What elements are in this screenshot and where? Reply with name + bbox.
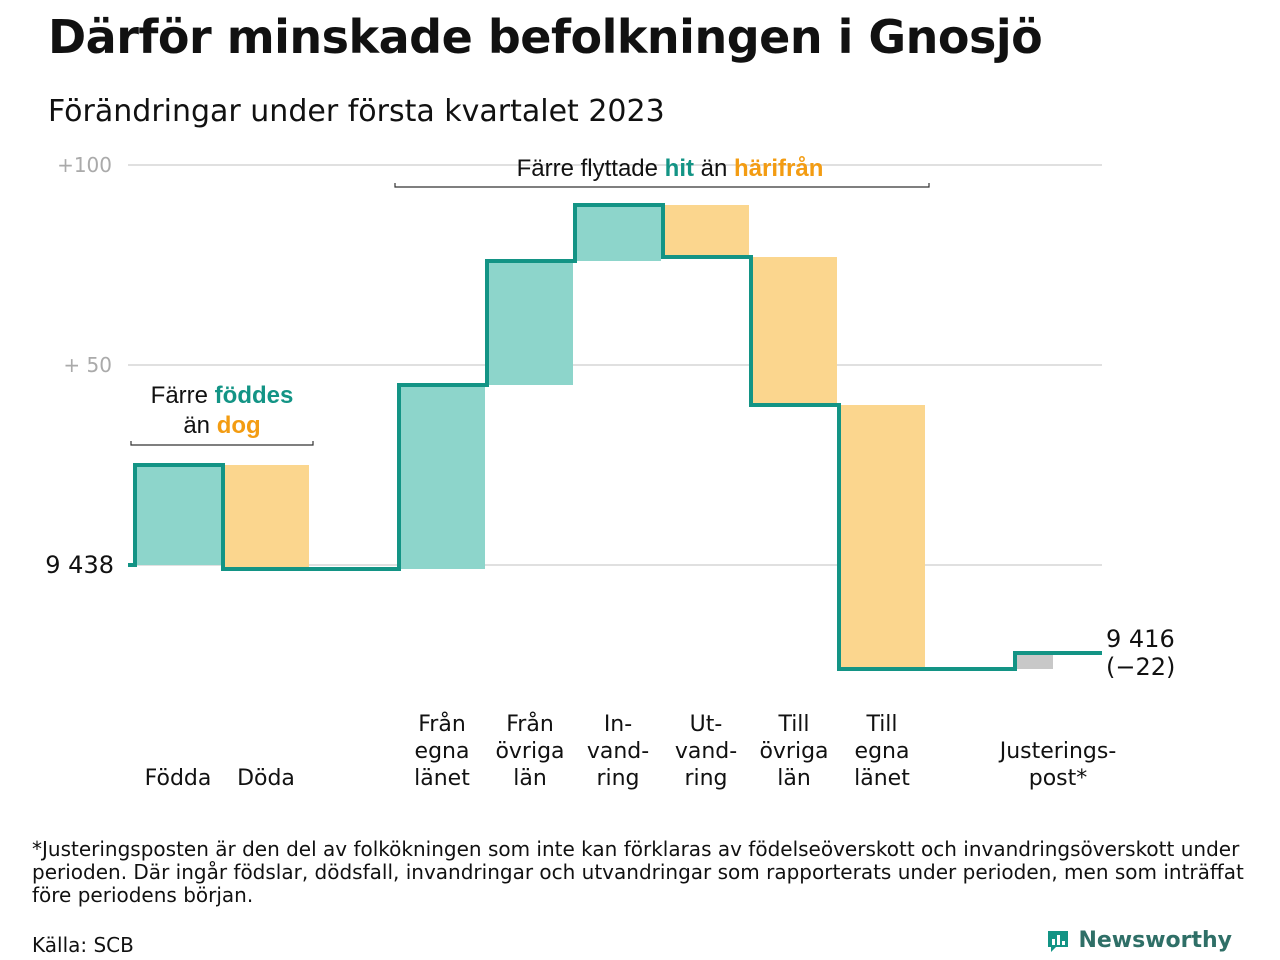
bar-invandring xyxy=(575,205,661,261)
bar-fran_ovriga xyxy=(487,261,573,385)
category-label: ring xyxy=(596,766,639,791)
category-label: Ut- xyxy=(690,712,723,737)
category-label: post* xyxy=(1029,766,1088,791)
category-label: Justerings- xyxy=(998,739,1117,764)
page-subtitle: Förändringar under första kvartalet 2023 xyxy=(48,94,665,129)
category-label: övriga xyxy=(759,739,828,764)
bars xyxy=(135,205,1053,669)
category-label: vand- xyxy=(675,739,737,764)
running-total-line xyxy=(128,203,1102,671)
bar-till_ovriga xyxy=(751,257,837,405)
category-label: länet xyxy=(414,766,470,791)
annotation-bracket xyxy=(394,183,930,188)
category-label: Till xyxy=(865,712,897,737)
category-label: egna xyxy=(415,739,470,764)
page-title: Därför minskade befolkningen i Gnosjö xyxy=(48,10,1043,64)
bar-justering xyxy=(1017,653,1053,669)
start-value-label: 9 438 xyxy=(45,551,114,579)
annotation-bracket xyxy=(130,441,314,446)
y-tick-label: +100 xyxy=(57,153,112,177)
category-label: vand- xyxy=(587,739,649,764)
bar-utvandring xyxy=(663,205,749,257)
footnote: *Justeringsposten är den del av folkökni… xyxy=(32,837,1244,907)
bar-doda xyxy=(223,465,309,569)
category-label: län xyxy=(513,766,547,791)
category-label: länet xyxy=(854,766,910,791)
category-label: övriga xyxy=(495,739,564,764)
category-label: Från xyxy=(506,711,554,737)
bar-fran_egna xyxy=(399,385,485,569)
category-label: Födda xyxy=(145,766,212,791)
brand[interactable]: Newsworthy xyxy=(1046,928,1232,953)
brand-name: Newsworthy xyxy=(1078,928,1232,953)
annotation-line: Färre föddes xyxy=(151,382,294,409)
waterfall-chart: +100 + 50 9 438 9 416(−22) Färre föddes än d… xyxy=(45,153,1175,791)
annotation-line: Färre flyttade hit än härifrån xyxy=(517,155,824,182)
tick-labels: +100 + 50 9 438 9 416(−22) xyxy=(45,153,1175,681)
category-label: egna xyxy=(855,739,910,764)
running-total-path xyxy=(128,203,1102,671)
category-label: ring xyxy=(684,766,727,791)
end-change-label: (−22) xyxy=(1106,653,1175,681)
bar-fodda xyxy=(135,465,221,565)
annotation-line: än dog xyxy=(183,412,260,439)
category-label: Från xyxy=(418,711,466,737)
category-label: Till xyxy=(777,712,809,737)
category-label: län xyxy=(777,766,811,791)
category-label: Döda xyxy=(237,766,295,791)
source-label: Källa: SCB xyxy=(32,933,134,957)
end-value-label: 9 416 xyxy=(1106,625,1175,653)
bar-till_egna xyxy=(839,405,925,669)
category-label: In- xyxy=(604,712,632,737)
newsworthy-logo-icon xyxy=(1048,930,1069,952)
y-tick-label: + 50 xyxy=(63,353,112,377)
category-labels: Födda DödaFrånegnalänetFrånövrigalänIn-va… xyxy=(145,711,1117,791)
annotations: Färre föddes än dog Färre flyttade hit än … xyxy=(130,155,930,446)
